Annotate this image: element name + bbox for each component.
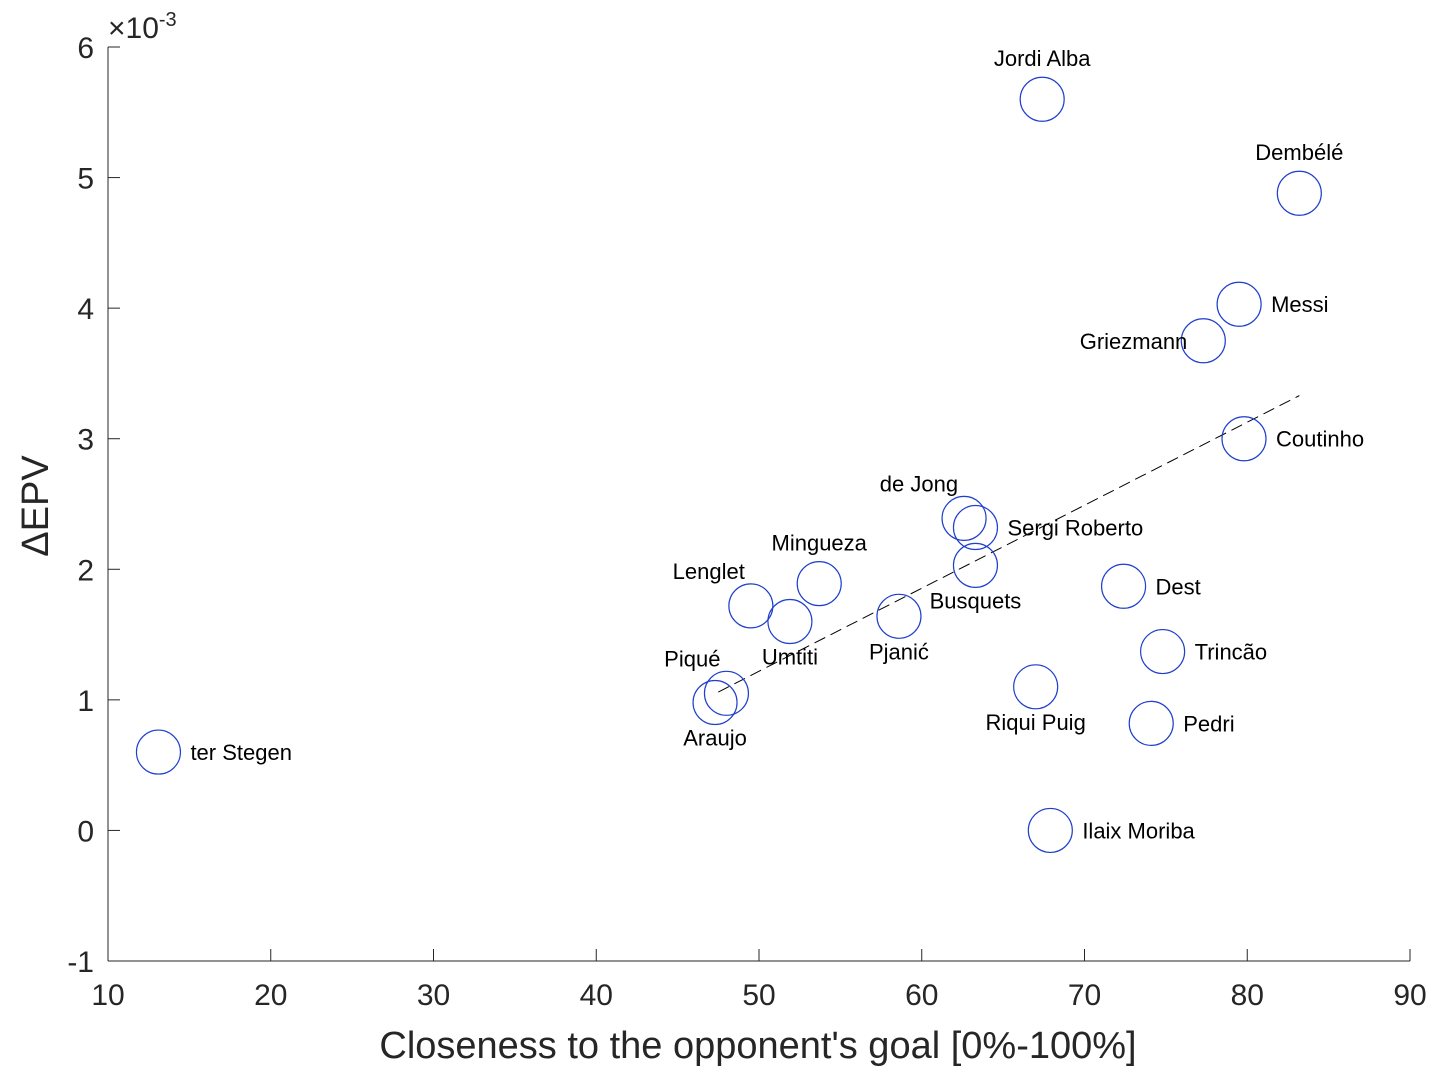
x-axis-title: Closeness to the opponent's goal [0%-100… <box>379 1025 1136 1067</box>
x-axis-ticks: 10 20 30 40 50 60 70 80 90 <box>91 949 1427 1012</box>
data-point-label: ter Stegen <box>190 740 292 765</box>
y-axis-ticks: -1 0 1 2 3 4 5 6 <box>67 32 120 979</box>
data-point-marker <box>941 495 987 541</box>
data-point-label: Busquets <box>930 588 1022 613</box>
x-tick-label: 60 <box>905 979 938 1012</box>
y-axis-title: ΔEPV <box>15 455 57 557</box>
x-tick-label: 30 <box>417 979 450 1012</box>
y-tick-label: 3 <box>77 424 94 457</box>
y-tick-label: 2 <box>77 554 94 587</box>
data-point-marker <box>135 729 182 775</box>
data-point-label: Mingueza <box>772 531 868 556</box>
y-axis-exponent: ×10-3 <box>108 9 177 45</box>
x-tick-label: 40 <box>580 979 613 1012</box>
data-point-label: Lenglet <box>673 559 745 584</box>
y-exponent-base: ×10 <box>108 12 159 45</box>
x-tick-label: 50 <box>742 979 775 1012</box>
x-tick-label: 20 <box>254 979 287 1012</box>
y-tick-label: 1 <box>77 685 94 718</box>
data-point-label: Pedri <box>1183 711 1234 736</box>
data-point-label: Pjanić <box>869 639 929 664</box>
data-point-label: Dest <box>1156 574 1201 599</box>
data-point-marker <box>1128 700 1174 746</box>
data-point-marker <box>876 593 922 639</box>
x-tick-label: 80 <box>1231 979 1264 1012</box>
data-point-label: Araujo <box>683 725 747 750</box>
y-tick-label: 5 <box>77 163 94 196</box>
data-point-label: Trincão <box>1195 640 1268 665</box>
axes: 10 20 30 40 50 60 70 80 90 -1 0 1 2 3 4 5 6 <box>67 32 1426 1012</box>
x-tick-label: 10 <box>91 979 124 1012</box>
x-tick-label: 70 <box>1068 979 1101 1012</box>
data-points: Jordi Alba Dembélé Messi Griezmann Coutinho d… <box>135 46 1364 854</box>
data-point-label: Ilaix Moriba <box>1082 818 1195 843</box>
data-point-label: Riqui Puig <box>986 710 1086 735</box>
y-tick-label: -1 <box>67 946 94 979</box>
data-point-marker <box>1100 563 1147 609</box>
data-point-label: Messi <box>1271 292 1328 317</box>
data-point-label: Coutinho <box>1276 427 1364 452</box>
data-point-marker <box>952 542 999 588</box>
data-point-marker <box>1216 281 1262 327</box>
data-point-marker <box>767 598 813 645</box>
data-point-marker <box>1013 664 1059 710</box>
data-point-marker <box>1019 76 1065 122</box>
data-point-label: Griezmann <box>1080 329 1188 354</box>
trend-line <box>718 395 1300 693</box>
data-point-marker <box>1027 807 1073 854</box>
data-point-marker <box>703 670 750 716</box>
y-tick-label: 4 <box>77 293 94 326</box>
data-point-label: de Jong <box>880 471 958 496</box>
data-point-marker <box>952 504 999 551</box>
data-point-label: Jordi Alba <box>994 46 1091 71</box>
data-point-marker <box>1221 416 1267 462</box>
data-point-marker <box>1180 318 1226 364</box>
data-point-marker <box>728 583 774 629</box>
data-point-marker <box>1140 628 1186 675</box>
y-exponent-power: -3 <box>159 9 177 31</box>
data-point-label: Sergi Roberto <box>1007 516 1143 541</box>
data-point-marker <box>692 679 738 726</box>
data-point-label: Piqué <box>664 646 720 671</box>
y-tick-label: 0 <box>77 815 94 848</box>
data-point-label: Dembélé <box>1255 140 1343 165</box>
data-point-label: Umtiti <box>762 645 818 670</box>
y-tick-label: 6 <box>77 32 94 65</box>
x-tick-label: 90 <box>1393 979 1426 1012</box>
data-point-marker <box>796 561 842 607</box>
data-point-marker <box>1276 170 1322 216</box>
